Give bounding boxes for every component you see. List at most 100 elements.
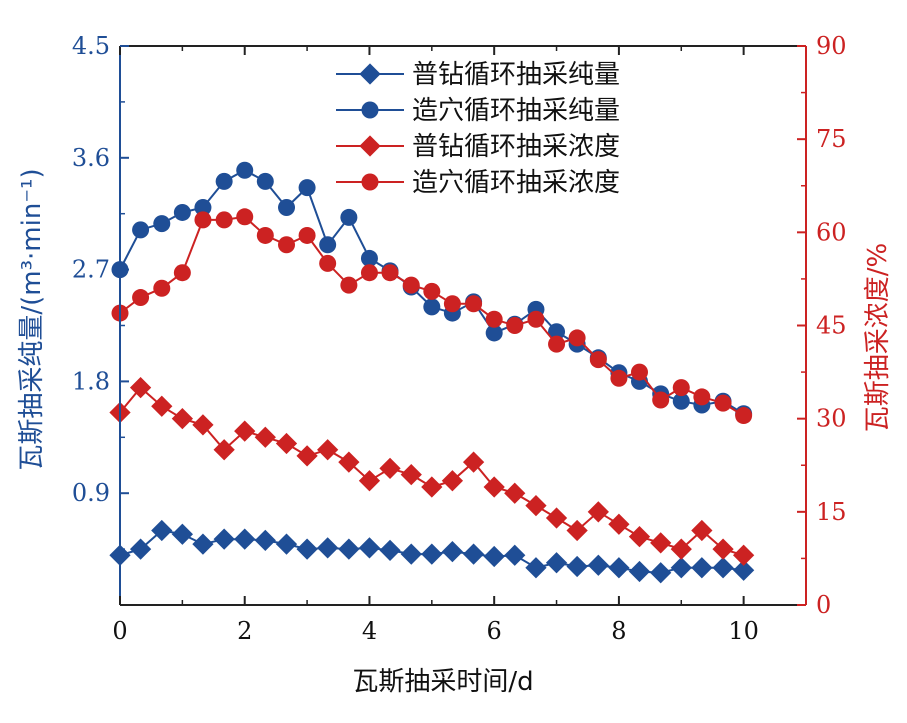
data-point	[566, 555, 588, 578]
x-axis-title: 瓦斯抽采时间/d	[352, 667, 533, 697]
data-point	[317, 439, 339, 461]
legend-entry: 造穴循环抽采浓度	[336, 168, 620, 198]
data-point	[151, 395, 173, 417]
data-point	[298, 179, 316, 197]
data-point	[151, 519, 173, 542]
data-point	[587, 554, 609, 576]
series-1	[109, 519, 755, 584]
data-point	[215, 211, 233, 229]
data-point	[421, 543, 443, 565]
data-point	[132, 221, 150, 239]
data-point	[381, 264, 399, 282]
x-tick-label: 4	[362, 617, 377, 645]
data-point	[360, 264, 378, 282]
data-point	[360, 249, 378, 267]
data-point	[153, 215, 171, 233]
data-point	[278, 236, 296, 254]
x-tick-label: 2	[237, 617, 252, 645]
data-point	[568, 329, 586, 347]
data-point	[423, 282, 441, 300]
data-point	[465, 295, 483, 313]
data-point	[587, 501, 609, 523]
data-point	[319, 254, 337, 272]
left-y-axis-title: 瓦斯抽采纯量/(m³·min⁻¹)	[17, 168, 47, 470]
data-point	[129, 376, 152, 399]
data-point	[317, 537, 339, 559]
legend-label: 普钻循环抽采浓度	[412, 132, 620, 162]
data-point	[608, 513, 630, 535]
x-tick-label: 0	[112, 617, 127, 645]
series-4	[111, 208, 753, 425]
data-point	[421, 476, 443, 498]
data-point	[171, 523, 193, 545]
data-point	[192, 414, 214, 436]
legend-entry: 普钻循环抽采纯量	[336, 60, 620, 90]
data-point	[712, 557, 734, 579]
data-point	[504, 544, 526, 566]
data-point	[485, 324, 503, 342]
data-point	[236, 161, 254, 179]
data-point	[485, 310, 503, 328]
data-point	[566, 519, 588, 542]
data-point	[296, 538, 318, 560]
data-point	[256, 226, 274, 244]
series-3	[109, 376, 755, 566]
data-point	[525, 557, 547, 579]
data-point	[672, 379, 690, 397]
data-point	[630, 363, 648, 381]
data-point	[650, 562, 672, 584]
data-point	[650, 532, 672, 554]
data-point	[504, 482, 526, 504]
data-point	[525, 494, 547, 517]
data-point	[173, 264, 191, 282]
left-y-tick-label: 4.5	[72, 32, 110, 60]
data-point	[379, 457, 401, 479]
left-y-tick-label: 1.8	[72, 367, 110, 395]
data-point	[338, 451, 360, 473]
data-point	[236, 208, 254, 226]
legend-label: 普钻循环抽采纯量	[412, 60, 620, 90]
x-tick-label: 6	[487, 617, 502, 645]
data-point	[672, 392, 690, 410]
data-point	[462, 451, 485, 473]
data-point	[652, 391, 670, 409]
data-point	[129, 538, 152, 560]
data-point	[298, 226, 316, 244]
data-point	[275, 432, 298, 455]
data-point	[400, 463, 422, 486]
legend-label: 造穴循环抽采浓度	[412, 168, 620, 198]
data-point	[423, 298, 441, 316]
data-point	[610, 369, 628, 387]
data-point	[733, 559, 755, 581]
right-y-tick-label: 60	[816, 218, 847, 246]
data-point	[691, 557, 713, 579]
right-y-axis-title: 瓦斯抽采浓度/%	[863, 243, 893, 432]
right-y-tick-label: 75	[816, 125, 847, 153]
data-point	[545, 507, 568, 529]
data-point	[693, 388, 711, 406]
data-point	[379, 539, 401, 561]
data-point	[628, 560, 651, 583]
data-point	[506, 317, 524, 334]
right-y-tick-label: 90	[816, 32, 847, 60]
x-tick-label: 10	[728, 617, 759, 645]
data-point	[234, 528, 256, 550]
data-point	[400, 543, 422, 565]
data-point	[691, 519, 713, 542]
legend-marker	[359, 135, 381, 157]
data-point	[213, 528, 235, 550]
data-point	[254, 529, 276, 552]
data-point	[340, 208, 358, 226]
data-point	[712, 538, 734, 560]
data-point	[589, 351, 607, 369]
data-point	[714, 394, 732, 412]
data-point	[194, 198, 212, 216]
data-point	[548, 323, 566, 341]
data-point	[670, 557, 692, 579]
data-point	[483, 545, 505, 568]
data-point	[628, 526, 651, 548]
data-point	[441, 470, 464, 492]
data-point	[194, 211, 212, 229]
left-y-tick-label: 0.9	[72, 479, 110, 507]
legend-marker	[359, 63, 381, 85]
